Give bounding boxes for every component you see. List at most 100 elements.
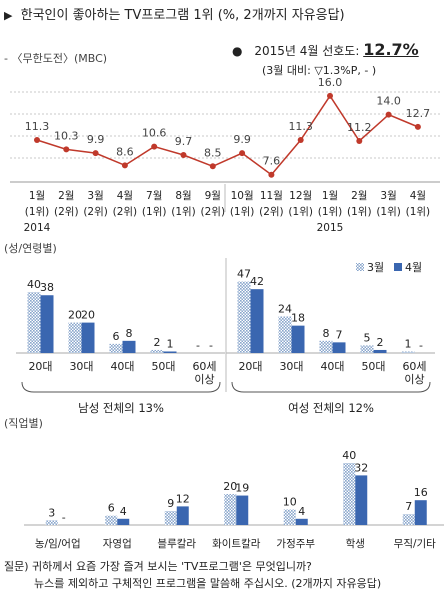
line-tick-label-month: 3월 [380,190,396,202]
line-data-label: 11.3 [288,120,313,133]
bar-data-label: 12 [176,492,190,505]
bar-tick-label: 화이트칼라 [212,537,261,550]
bar-data-label: 38 [40,281,54,294]
title-text: 한국인이 좋아하는 TV프로그램 1위 [20,8,214,23]
bar-data-label: 6 [113,330,120,343]
bar-data-label: 47 [237,268,251,281]
line-series-path [36,94,419,176]
line-tick-label-rank: (1위) [288,205,313,218]
line-tick-label-rank: (1위) [142,205,167,218]
line-tick-label-rank: (2위) [201,205,226,218]
bar-data-label: 19 [235,482,249,495]
legend-march-swatch [356,263,364,271]
bar-april [373,349,387,353]
line-tick-label-rank: (1위) [171,205,196,218]
line-point [92,150,99,157]
bar-data-label: 9 [167,497,174,510]
bar-tick-label: 블루칼라 [157,537,196,550]
bar-march [224,494,237,525]
line-tick-label-rank: (1위) [318,205,343,218]
section-label-occupation: (직업별) [4,417,43,430]
current-rate-label: 2015년 4월 선호도: [254,44,360,58]
bar-tick-label: 50대 [361,360,385,373]
line-data-label: 11.2 [347,121,372,134]
line-point [385,111,392,118]
bar-tick-label: 자영업 [103,537,132,550]
line-tick-label-rank: (2위) [54,205,79,218]
bar-data-label: 20 [81,309,95,322]
line-tick-label-rank: (1위) [25,205,50,218]
bar-data-label: 42 [250,275,264,288]
line-data-label: 14.0 [376,95,401,108]
line-tick-label-month: 4월 [410,190,426,202]
bar-march [283,509,296,525]
chart-title: ▶ 한국인이 좋아하는 TV프로그램 1위 (%, 2개까지 자유응답) [4,4,345,23]
bar-tick-label: 학생 [346,538,365,550]
line-point [63,146,70,153]
bar-tick-label: 30대 [69,360,93,373]
bar-march [109,343,123,353]
line-tick-label-month: 10월 [231,190,254,202]
triangle-bullet-icon: ▶ [4,9,13,22]
line-tick-label-rank: (1위) [406,205,431,218]
line-point [239,150,246,157]
bar-data-label: 24 [278,303,292,316]
line-tick-label-rank: (2위) [83,205,108,218]
bar-tick-label: 20대 [28,360,52,373]
bar-data-label: 20 [68,309,82,322]
section-label-gender-age: (성/연령별) [4,242,57,255]
bar-tick-label: 이상 [194,373,214,386]
bar-data-label: 32 [354,461,368,474]
bar-tick-label: 가정주부 [276,538,315,550]
bar-tick-label: 60세 [192,360,216,373]
bar-march [68,322,82,353]
line-tick-label-month: 4월 [117,190,133,202]
bar-data-label: 8 [126,327,133,340]
bar-april [163,351,177,353]
bar-april [332,342,346,353]
line-data-label: 9.7 [175,135,193,148]
line-tick-label-month: 8월 [175,190,191,202]
line-point [209,163,216,170]
bar-data-label: 40 [342,449,356,462]
line-tick-label-month: 9월 [205,190,221,202]
line-data-label: 9.9 [233,133,251,146]
line-data-label: 9.9 [87,133,105,146]
line-data-label: 11.3 [25,120,50,133]
bar-data-label: 6 [108,502,115,515]
bar-tick-label: 60세 [402,360,426,373]
line-point [268,171,275,178]
total-bracket [231,381,431,393]
bar-data-label: - [62,511,66,524]
bar-april [81,322,95,353]
current-rate: ● 2015년 4월 선호도: 12.7% [232,40,419,59]
bar-tick-label: 농/임/어업 [35,537,81,550]
line-point [327,92,333,99]
bar-data-label: 16 [414,486,428,499]
bar-march [45,520,58,525]
line-data-label: 8.6 [116,145,134,158]
line-data-label: 16.0 [318,76,343,89]
bar-data-label: 2 [377,336,384,349]
bar-april [291,325,305,353]
bar-tick-label: 50대 [151,360,175,373]
bar-march [360,345,374,353]
line-tick-label-month: 12월 [289,190,312,202]
bar-data-label: 4 [120,505,127,518]
line-tick-label-rank: (1위) [376,205,401,218]
bar-march [150,349,164,353]
survey-question: 질문) 귀하께서 요즘 가장 즐겨 보시는 'TV프로그램'은 무엇입니까? 뉴… [4,558,381,592]
bar-tick-label: 20대 [238,360,262,373]
line-point [180,152,187,159]
bar-data-label: 2 [154,336,161,349]
line-point [34,137,40,144]
bar-march [319,340,333,353]
bullet-dot-icon: ● [232,44,243,58]
bar-april [295,518,308,525]
bar-march [164,511,177,525]
bar-data-label: 1 [167,337,174,350]
line-tick-label-month: 2월 [351,190,367,202]
bar-data-label: 1 [405,337,412,350]
bar-april [117,518,130,525]
bar-data-label: 7 [405,500,412,513]
